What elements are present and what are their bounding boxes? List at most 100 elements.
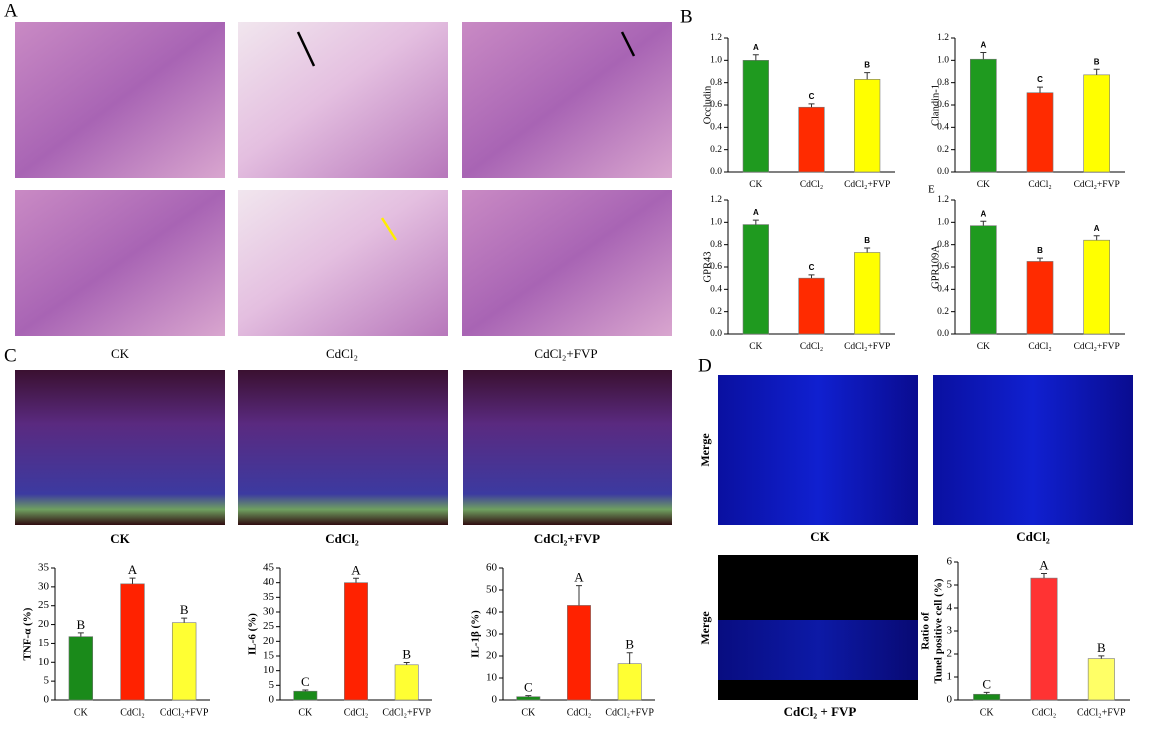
significance-letter: B xyxy=(1097,640,1106,655)
x-tick-label: CK xyxy=(749,342,762,352)
error-bar xyxy=(1093,235,1100,241)
x-tick-label: CK xyxy=(521,707,536,718)
y-tick-label: 0.8 xyxy=(710,78,722,88)
significance-letter: C xyxy=(1037,75,1043,84)
y-axis-label: GPR109A xyxy=(930,245,941,289)
bar xyxy=(1026,92,1054,173)
significance-letter: A xyxy=(980,209,986,218)
error-bar xyxy=(576,585,582,606)
y-tick-label: 0.8 xyxy=(710,240,722,250)
y-tick-label: 1.2 xyxy=(937,33,949,43)
panel-label: E xyxy=(928,184,935,196)
y-tick-label: 5 xyxy=(947,579,953,591)
y-tick-label: 0.8 xyxy=(937,240,949,250)
bar-chart: 0 10 20 30 40 50 60 IL-1β (%) C CK A CdCl₂ B CdCl₂+FV… xyxy=(470,562,655,718)
bar xyxy=(516,696,541,701)
y-tick-label: 0.0 xyxy=(710,167,722,177)
bar-chart: 0.0 0.2 0.4 0.6 0.8 1.0 1.2 GPR109A A CK B CdCl₂ A Cd… xyxy=(930,195,1125,352)
x-tick-label: CK xyxy=(298,707,313,718)
x-tick-label: CK xyxy=(977,342,990,352)
caption: CK xyxy=(111,346,130,361)
y-axis-label: TNF-α (%) xyxy=(22,607,34,660)
significance-letter: A xyxy=(980,41,986,50)
error-bar xyxy=(980,220,987,226)
error-bar xyxy=(864,72,871,80)
bar-chart: 0 1 2 3 4 5 6 Ratio of Tunel positive cell (%) C C… xyxy=(920,556,1130,718)
y-tick-label: 15 xyxy=(38,637,50,649)
y-tick-label: 20 xyxy=(263,635,275,647)
bar xyxy=(1087,658,1115,701)
y-tick-label: 10 xyxy=(38,656,50,668)
bar xyxy=(1083,239,1110,335)
micrograph xyxy=(462,22,672,178)
x-tick-label: CdCl₂ xyxy=(344,707,369,718)
significance-letter: A xyxy=(574,570,584,585)
caption: CdCl₂ + FVP xyxy=(784,704,857,719)
x-tick-label: CdCl₂ xyxy=(567,707,592,718)
error-bar xyxy=(752,219,759,225)
y-tick-label: 15 xyxy=(263,650,275,662)
bar-chart: 0 5 10 15 20 25 30 35 TNF-α (%) B CK A CdCl₂ B CdCl₂+F… xyxy=(22,562,210,718)
significance-letter: B xyxy=(180,602,189,617)
significance-letter: B xyxy=(1094,57,1100,66)
significance-letter: A xyxy=(753,208,759,217)
panel-label: D xyxy=(698,355,712,376)
bar xyxy=(1026,261,1054,335)
bar-chart: 0.0 0.2 0.4 0.6 0.8 1.0 1.2 Clandin-1 A CK C CdCl₂ B… xyxy=(930,33,1125,190)
error-bar xyxy=(808,274,815,279)
significance-letter: C xyxy=(301,674,310,689)
y-tick-label: 0.2 xyxy=(937,145,949,155)
panel-c-images xyxy=(15,370,672,525)
significance-letter: A xyxy=(753,43,759,52)
bar xyxy=(567,605,591,701)
y-axis-label: Occludin xyxy=(702,85,713,124)
y-tick-label: 1 xyxy=(947,671,953,683)
error-bar xyxy=(1093,68,1100,75)
y-tick-label: 45 xyxy=(263,562,275,574)
y-tick-label: 60 xyxy=(486,562,498,574)
x-tick-label: CK xyxy=(977,180,990,190)
significance-letter: C xyxy=(809,92,815,101)
y-tick-label: 0 xyxy=(492,694,498,706)
y-tick-label: 0.8 xyxy=(937,78,949,88)
error-bar xyxy=(626,652,633,664)
x-tick-label: CdCl₂ xyxy=(800,180,823,190)
error-bar xyxy=(983,691,990,695)
side-label: Merge xyxy=(698,433,712,467)
panel-label: C xyxy=(4,345,17,366)
x-tick-label: CdCl₂+FVP xyxy=(844,180,890,190)
bar xyxy=(1030,577,1058,701)
y-tick-label: 50 xyxy=(486,584,498,596)
bar xyxy=(171,622,197,701)
panel-a-images xyxy=(15,22,672,336)
significance-letter: B xyxy=(864,61,870,70)
x-tick-label: CdCl₂ xyxy=(120,707,145,718)
significance-letter: B xyxy=(625,637,634,652)
bar xyxy=(798,277,825,335)
y-tick-label: 25 xyxy=(38,599,50,611)
caption: CdCl₂ xyxy=(325,531,359,546)
micrograph xyxy=(238,22,448,178)
bar xyxy=(742,60,769,173)
y-tick-label: 25 xyxy=(263,620,275,632)
side-label: Merge xyxy=(698,611,712,645)
bar xyxy=(68,636,94,701)
arrow xyxy=(380,217,398,241)
y-tick-label: 5 xyxy=(269,679,275,691)
y-tick-label: 0 xyxy=(947,694,953,706)
error-bar xyxy=(980,52,987,60)
y-tick-label: 40 xyxy=(486,606,498,618)
y-tick-label: 0.6 xyxy=(710,100,722,110)
error-bar xyxy=(77,632,84,637)
y-tick-label: 30 xyxy=(38,580,50,592)
y-tick-label: 1.2 xyxy=(710,195,722,205)
error-bar xyxy=(1037,257,1043,262)
y-tick-label: 1.0 xyxy=(710,56,722,66)
micrograph xyxy=(238,190,448,336)
y-axis-label: Tunel positive cell (%) xyxy=(933,578,945,683)
y-tick-label: 20 xyxy=(38,618,50,630)
bar-chart: 0.0 0.2 0.4 0.6 0.8 1.0 1.2 GPR43 A CK C CdCl₂ B CdCl… xyxy=(702,195,895,352)
error-bar xyxy=(129,577,136,584)
y-tick-label: 1.0 xyxy=(710,218,722,228)
caption: CdCl₂+FVP xyxy=(534,346,597,361)
